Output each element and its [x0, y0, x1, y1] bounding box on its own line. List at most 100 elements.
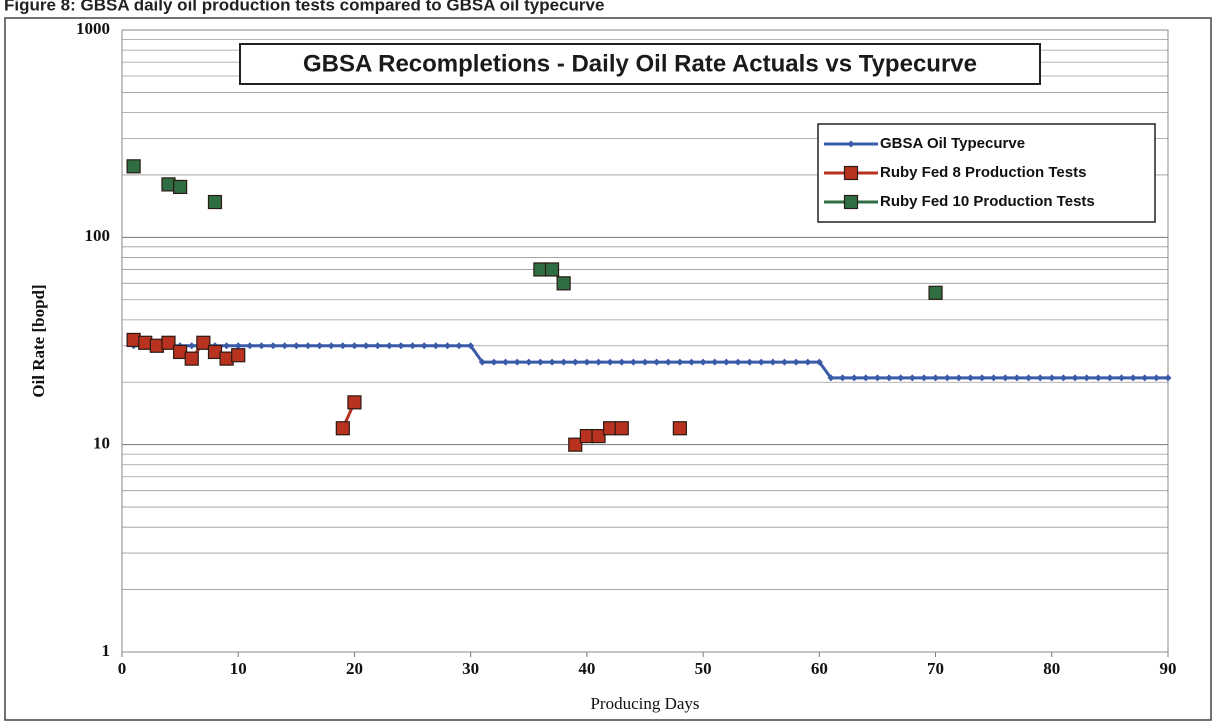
marker — [374, 342, 382, 350]
marker — [843, 194, 859, 210]
marker — [955, 374, 963, 382]
marker — [347, 395, 362, 410]
x-tick-label: 10 — [230, 659, 247, 678]
marker — [1059, 374, 1067, 382]
marker — [734, 358, 742, 366]
legend-label: Ruby Fed 8 Production Tests — [880, 164, 1086, 181]
marker — [548, 358, 556, 366]
marker — [1129, 374, 1137, 382]
marker — [432, 342, 440, 350]
marker — [525, 358, 533, 366]
marker — [502, 358, 510, 366]
marker — [1025, 374, 1033, 382]
x-tick-label: 90 — [1160, 659, 1177, 678]
marker — [591, 428, 606, 444]
marker — [641, 358, 649, 366]
x-tick-label: 50 — [695, 659, 712, 678]
marker — [629, 358, 637, 366]
marker — [1152, 374, 1160, 382]
marker — [1141, 374, 1149, 382]
legend: GBSA Oil Typecurve Ruby Fed 8 Production … — [817, 123, 1156, 223]
marker — [908, 374, 916, 382]
marker — [1164, 374, 1172, 382]
y-tick-label: 1 — [102, 641, 111, 660]
marker — [769, 358, 777, 366]
marker — [1036, 374, 1044, 382]
marker — [335, 421, 350, 436]
x-tick-label: 0 — [118, 659, 127, 678]
marker — [350, 342, 358, 350]
marker — [316, 342, 324, 350]
marker — [664, 358, 672, 366]
marker — [1083, 374, 1091, 382]
marker — [207, 194, 223, 210]
y-tick-label: 10 — [93, 434, 110, 453]
marker — [455, 342, 463, 350]
marker — [339, 342, 347, 350]
y-axis-title: Oil Rate [bopd] — [29, 284, 48, 397]
marker — [1001, 374, 1009, 382]
marker — [257, 342, 265, 350]
marker — [1106, 374, 1114, 382]
marker — [932, 374, 940, 382]
marker — [711, 358, 719, 366]
legend-label: GBSA Oil Typecurve — [880, 135, 1025, 152]
marker — [571, 358, 579, 366]
chart-title: GBSA Recompletions - Daily Oil Rate Actu… — [303, 50, 977, 77]
title-box — [239, 43, 1041, 85]
marker — [327, 342, 335, 350]
marker — [897, 374, 905, 382]
marker — [792, 358, 800, 366]
marker — [188, 342, 196, 350]
marker — [385, 342, 393, 350]
marker — [595, 358, 603, 366]
marker — [672, 421, 687, 436]
marks — [126, 159, 1172, 452]
x-tick-label: 30 — [462, 659, 479, 678]
marker — [653, 358, 661, 366]
marker — [173, 179, 188, 195]
marker — [443, 342, 451, 350]
marker — [676, 358, 684, 366]
marker — [420, 342, 428, 350]
marker — [699, 358, 707, 366]
marker — [804, 358, 812, 366]
marker — [1118, 374, 1126, 382]
marker — [184, 351, 199, 366]
marker — [850, 374, 858, 382]
marker — [928, 285, 943, 300]
figure-caption: Figure 8: GBSA daily oil production test… — [4, 0, 604, 14]
marker — [618, 358, 626, 366]
marker — [978, 374, 986, 382]
marker — [780, 358, 788, 366]
marker — [409, 342, 417, 350]
marker — [746, 358, 754, 366]
marker — [722, 358, 730, 366]
marker — [556, 276, 571, 291]
marker — [862, 374, 870, 382]
marker — [478, 358, 486, 366]
x-tick-label: 40 — [578, 659, 595, 678]
marker — [583, 358, 591, 366]
x-tick-label: 70 — [927, 659, 944, 678]
marker — [1071, 374, 1079, 382]
marker — [304, 342, 312, 350]
marker — [839, 374, 847, 382]
y-tick-label: 100 — [85, 226, 111, 245]
marker — [990, 374, 998, 382]
marker — [827, 374, 835, 382]
marker — [943, 374, 951, 382]
marker — [397, 342, 405, 350]
marker — [246, 342, 254, 350]
marker — [536, 358, 544, 366]
marker — [223, 342, 231, 350]
marker — [614, 421, 629, 436]
marker — [161, 335, 176, 350]
marker — [281, 342, 289, 350]
marker — [885, 374, 893, 382]
marker — [1013, 374, 1021, 382]
marker — [606, 358, 614, 366]
x-tick-label: 80 — [1043, 659, 1060, 678]
